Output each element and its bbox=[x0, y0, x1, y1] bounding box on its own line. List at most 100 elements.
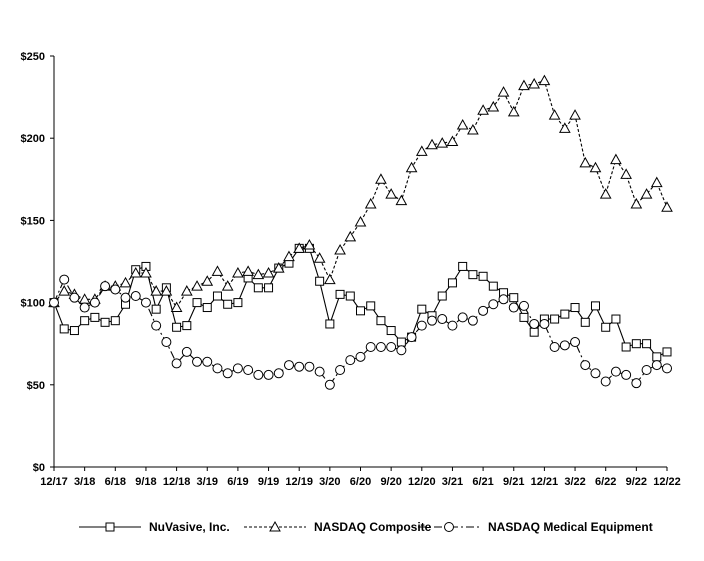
data-point-circle bbox=[120, 292, 131, 303]
data-point-circle bbox=[294, 361, 305, 372]
data-point-square bbox=[529, 327, 539, 337]
data-point-circle bbox=[253, 369, 264, 380]
data-point-square bbox=[550, 314, 560, 324]
data-point-circle bbox=[416, 320, 427, 331]
data-point-circle bbox=[59, 274, 70, 285]
legend-item-nuvasive: NuVasive, Inc. bbox=[77, 515, 230, 539]
data-point-triangle bbox=[211, 265, 224, 276]
data-point-square bbox=[642, 339, 652, 349]
data-point-circle bbox=[79, 302, 90, 313]
data-point-triangle bbox=[364, 197, 377, 209]
data-point-triangle bbox=[334, 243, 346, 255]
data-point-triangle bbox=[589, 161, 602, 173]
data-point-circle bbox=[488, 299, 499, 310]
data-point-circle bbox=[151, 320, 162, 331]
data-point-triangle bbox=[620, 168, 632, 179]
data-point-square bbox=[662, 347, 672, 357]
data-point-circle bbox=[263, 369, 274, 380]
data-point-circle bbox=[89, 297, 100, 308]
data-point-circle bbox=[345, 355, 356, 366]
data-point-triangle bbox=[160, 285, 173, 296]
data-point-triangle bbox=[558, 122, 571, 133]
legend-swatch-circle-dashdot bbox=[418, 522, 480, 532]
data-point-triangle bbox=[487, 100, 500, 112]
data-point-square bbox=[345, 291, 355, 301]
data-point-circle bbox=[590, 368, 601, 379]
data-point-triangle bbox=[303, 239, 316, 250]
data-point-triangle bbox=[129, 266, 142, 278]
data-point-triangle bbox=[467, 123, 479, 135]
series-triangle bbox=[48, 74, 673, 313]
data-point-triangle bbox=[252, 268, 265, 280]
series-circle bbox=[49, 274, 672, 390]
y-tick-label: $0 bbox=[33, 462, 45, 474]
data-point-triangle bbox=[313, 252, 326, 263]
data-point-circle bbox=[539, 318, 550, 329]
data-point-square bbox=[366, 301, 376, 311]
data-point-triangle bbox=[232, 266, 244, 278]
data-point-triangle bbox=[201, 275, 214, 286]
data-point-circle bbox=[232, 363, 243, 374]
data-point-circle bbox=[610, 366, 621, 377]
data-point-circle bbox=[100, 281, 111, 292]
data-point-circle bbox=[304, 361, 315, 372]
data-point-circle bbox=[651, 360, 662, 371]
legend-item-nasdaq-medical-equipment: NASDAQ Medical Equipment bbox=[416, 515, 653, 539]
data-point-triangle bbox=[528, 77, 541, 89]
data-point-square bbox=[652, 352, 662, 362]
data-point-triangle bbox=[569, 109, 581, 120]
data-point-triangle bbox=[354, 216, 367, 227]
y-tick-label: $250 bbox=[21, 51, 45, 63]
y-tick-label: $50 bbox=[27, 380, 45, 392]
legend-swatch-square-solid bbox=[79, 522, 141, 532]
data-point-circle bbox=[222, 368, 233, 379]
data-point-circle bbox=[570, 337, 581, 348]
x-tick-label: 3/20 bbox=[319, 476, 340, 488]
data-point-circle bbox=[110, 284, 121, 295]
x-tick-label: 3/22 bbox=[564, 476, 585, 488]
data-point-triangle bbox=[385, 188, 397, 199]
data-point-square bbox=[182, 321, 192, 331]
y-tick-label: $100 bbox=[21, 298, 45, 310]
data-point-circle bbox=[406, 332, 417, 343]
data-point-triangle bbox=[119, 276, 132, 288]
data-point-circle bbox=[621, 369, 632, 380]
data-point-triangle bbox=[324, 273, 336, 285]
data-point-square bbox=[560, 309, 570, 319]
data-point-square bbox=[325, 319, 335, 329]
data-point-circle bbox=[447, 320, 458, 331]
data-point-circle bbox=[273, 368, 284, 379]
data-point-triangle bbox=[426, 138, 438, 150]
data-point-triangle bbox=[405, 161, 418, 173]
data-point-square bbox=[90, 312, 100, 322]
data-point-circle bbox=[171, 358, 182, 369]
data-point-circle bbox=[355, 351, 366, 362]
x-tick-label: 6/19 bbox=[227, 476, 248, 488]
data-point-triangle bbox=[661, 201, 673, 212]
data-point-circle bbox=[518, 300, 529, 311]
x-tick-label: 3/18 bbox=[74, 476, 95, 488]
data-point-square bbox=[447, 278, 457, 288]
data-point-square bbox=[59, 324, 69, 334]
data-point-circle bbox=[386, 341, 397, 352]
data-point-square bbox=[376, 316, 386, 326]
data-point-square bbox=[458, 261, 468, 271]
x-tick-label: 12/19 bbox=[285, 476, 313, 488]
data-point-circle bbox=[69, 292, 80, 303]
data-point-circle bbox=[559, 340, 570, 351]
data-point-triangle bbox=[221, 280, 234, 291]
x-tick-label: 12/17 bbox=[40, 476, 68, 488]
data-point-circle bbox=[335, 365, 346, 376]
data-point-circle bbox=[396, 345, 407, 356]
data-point-circle bbox=[49, 297, 59, 308]
data-point-triangle bbox=[375, 173, 387, 184]
data-point-square bbox=[110, 316, 120, 326]
data-point-circle bbox=[498, 294, 509, 305]
data-point-triangle bbox=[477, 104, 489, 115]
data-point-triangle bbox=[272, 262, 285, 273]
data-point-square bbox=[601, 322, 611, 332]
data-point-square bbox=[253, 283, 263, 293]
data-point-triangle bbox=[58, 285, 71, 296]
data-point-square bbox=[437, 291, 447, 301]
data-point-square bbox=[202, 303, 212, 313]
